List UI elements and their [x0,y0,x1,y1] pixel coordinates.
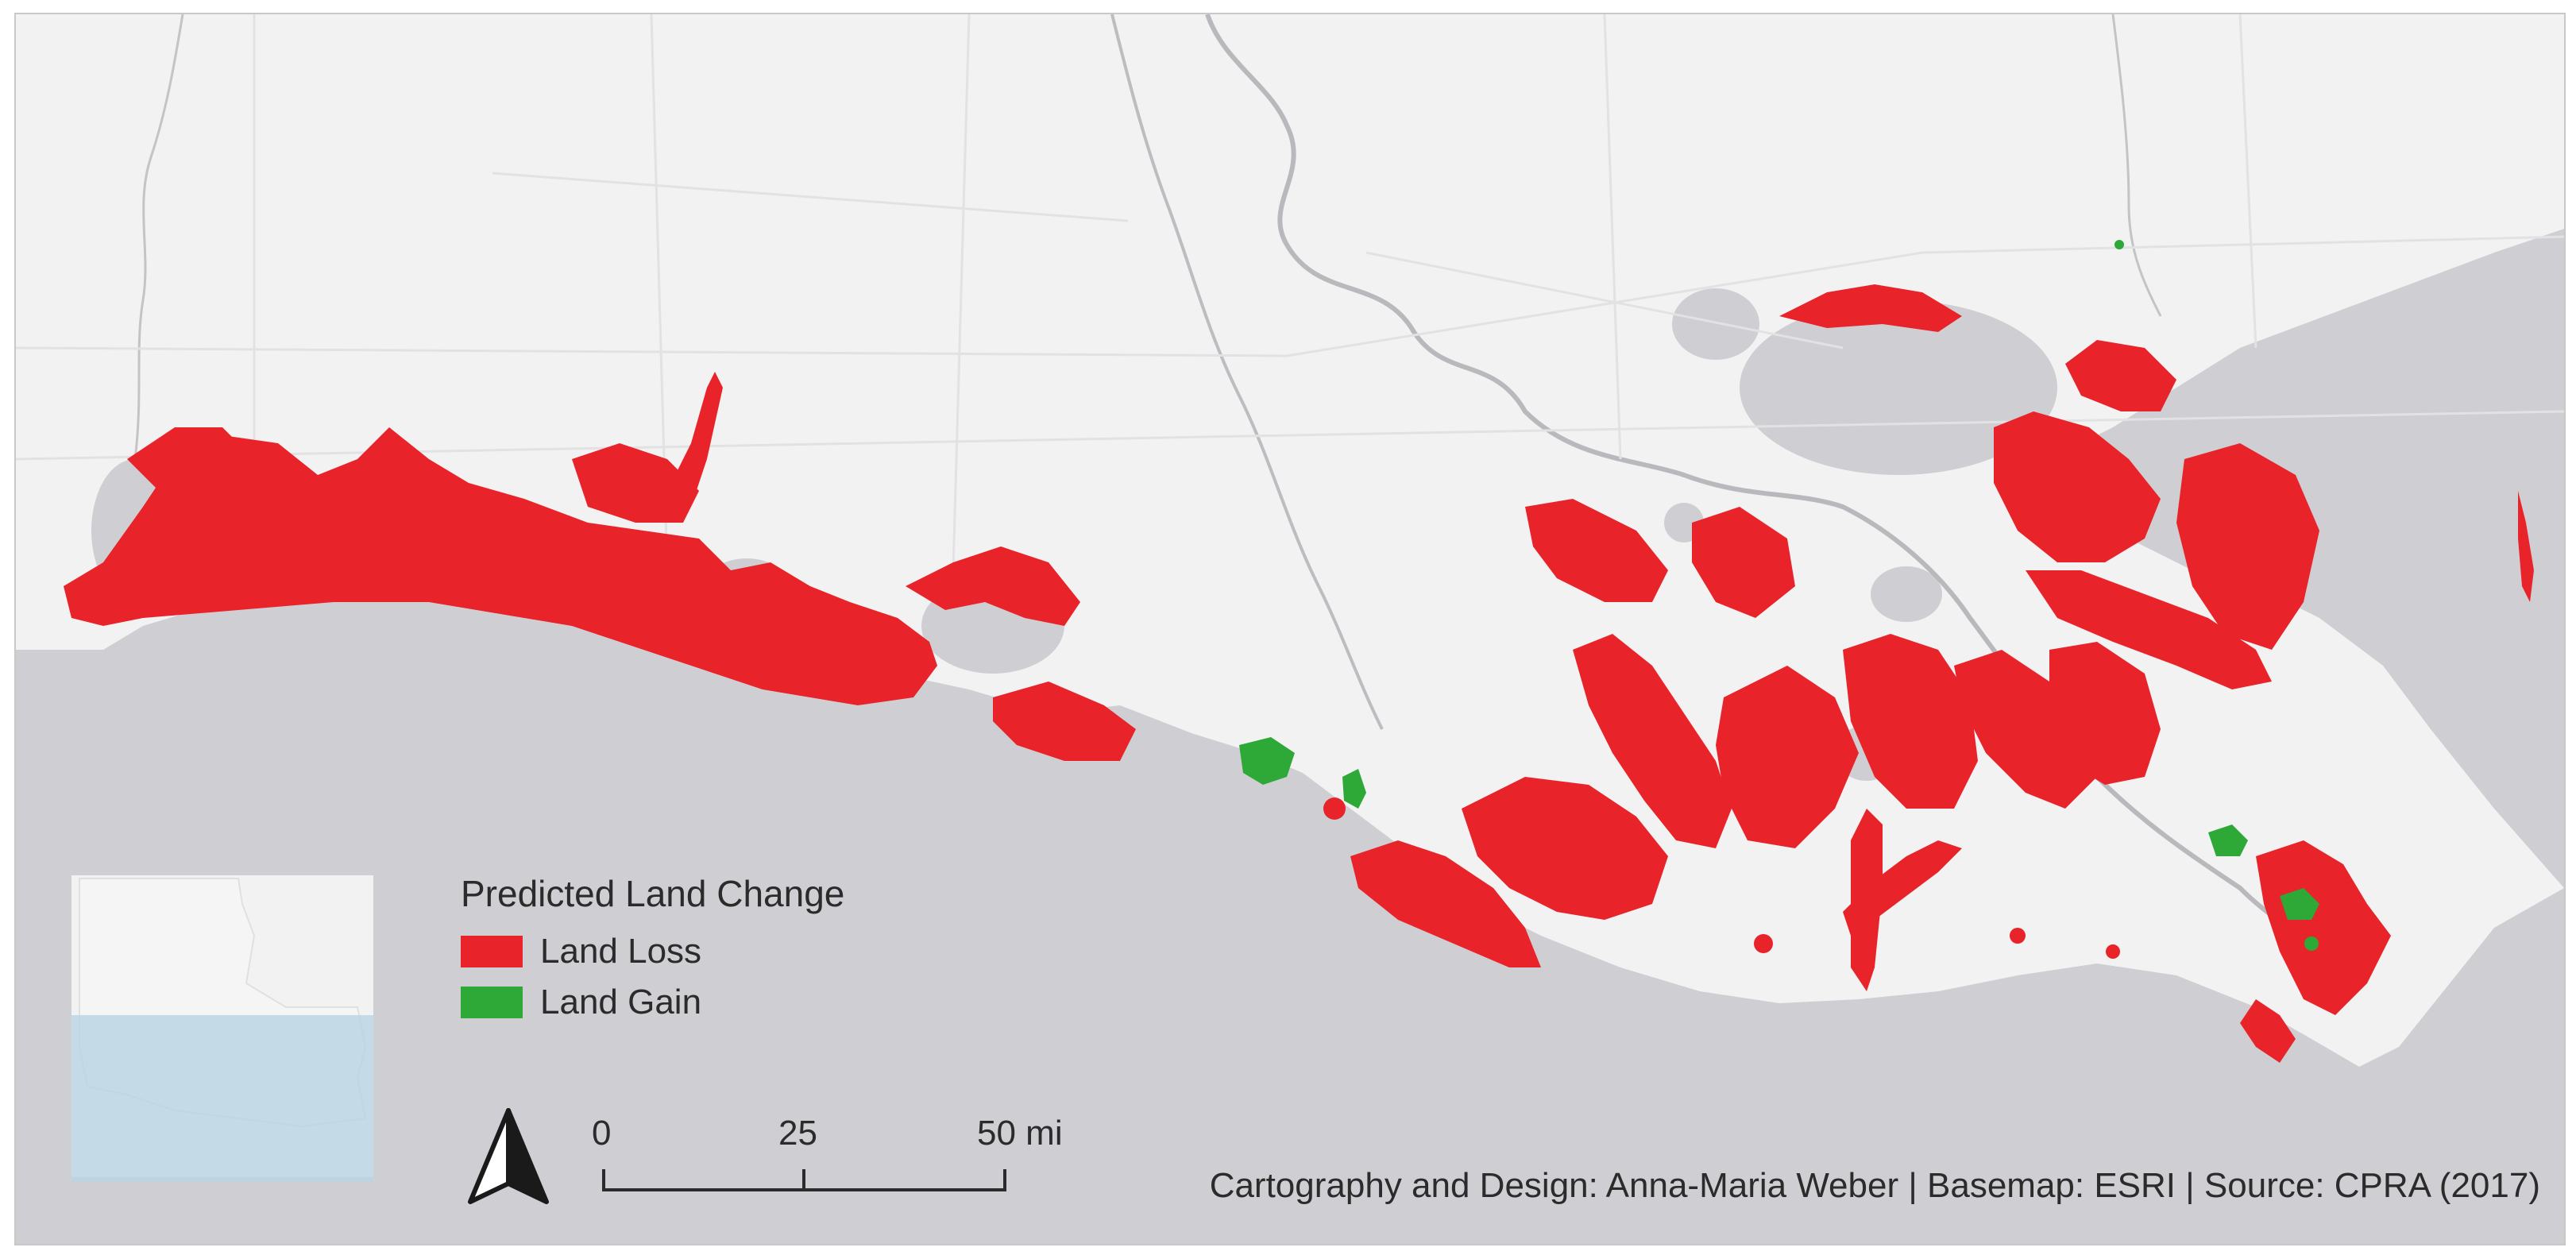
land-loss-lake-pontchartrain-shore [2065,340,2176,411]
scale-label-0: 0 [592,1114,612,1153]
legend-label-land-loss: Land Loss [540,932,702,971]
land-loss-areas [64,284,2534,1063]
land-loss-barataria-c [1843,634,1978,809]
land-gain-plaquemines-a [2208,824,2248,856]
land-loss-biloxi-marsh [2176,443,2319,650]
map-frame: Predicted Land Change Land Loss Land Gai… [14,13,2566,1245]
land-loss-speck-4 [2106,944,2120,959]
scale-label-50: 50 mi [977,1114,1063,1153]
north-arrow-icon [468,1108,549,1204]
legend-item-land-loss: Land Loss [461,926,844,977]
pearl-river [2111,14,2162,317]
credits-text: Cartography and Design: Anna-Maria Weber… [1209,1166,2540,1205]
mississippi-river [1205,14,2322,954]
land-loss-bayou-lafourche [1851,809,1883,991]
land-loss-west-fringe [127,427,254,499]
western-river [133,14,184,460]
land-loss-plaquemines [1954,650,2097,809]
land-loss-barataria-b [1716,666,1859,848]
legend-item-land-gain: Land Gain [461,977,844,1028]
land-loss-mermentau [572,443,699,523]
land-loss-speck-2 [1754,934,1773,953]
lake-salvador [1871,566,1942,622]
land-loss-mrgo [2026,570,2272,689]
land-gain-swatch [461,987,523,1018]
legend: Predicted Land Change Land Loss Land Gai… [461,872,844,1028]
land-gain-wax-lake [1342,769,1366,809]
land-loss-terrebonne [1462,777,1668,920]
land-loss-barataria-a [1692,507,1795,618]
land-loss-lower-delta [2256,840,2391,1015]
land-loss-chenier-plain [64,427,937,705]
land-loss-marsh-island [993,682,1136,761]
land-gain-speck-north [2114,240,2124,249]
land-loss-speck-1 [1323,797,1346,820]
scale-bar [602,1169,1006,1191]
land-loss-barataria-west [1525,499,1668,602]
land-gain-plaquemines-b [2280,888,2319,920]
land-gain-speck [2304,936,2319,951]
land-loss-speck-3 [2010,928,2026,944]
land-gain-areas [1239,240,2319,951]
atchafalaya-river [1110,14,1384,730]
land-loss-lafourche [1573,634,1732,848]
land-loss-north-shore [1779,284,1962,332]
land-gain-atchafalaya-delta [1239,737,1295,785]
land-loss-lake-borgne [1994,411,2161,562]
legend-label-land-gain: Land Gain [540,983,702,1021]
land-loss-terrebonne-west [1350,840,1541,967]
land-loss-chandeleur [2518,491,2534,602]
map-canvas [16,14,2564,1244]
land-loss-southwest-pass [2240,999,2296,1063]
inset-locator-map [71,875,373,1182]
land-loss-swatch [461,936,523,967]
road-network [16,14,2564,571]
scale-label-25: 25 [778,1114,817,1153]
legend-title: Predicted Land Change [461,873,845,914]
lake-maurepas [1672,288,1759,360]
inset-extent-box [71,1015,373,1182]
gulf-of-mexico [16,570,2564,1244]
land-loss-vermilion [906,546,1080,626]
